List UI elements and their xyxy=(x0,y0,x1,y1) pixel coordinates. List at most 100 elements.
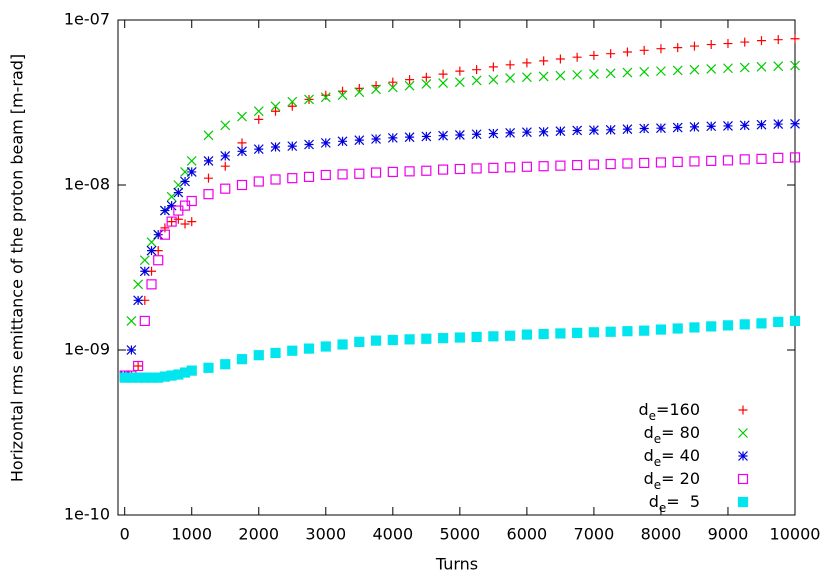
point xyxy=(388,77,398,87)
point xyxy=(488,128,499,139)
point xyxy=(166,191,177,202)
point xyxy=(723,63,733,74)
point xyxy=(488,162,499,173)
point xyxy=(237,146,247,157)
point xyxy=(773,61,784,72)
point xyxy=(404,166,415,177)
point xyxy=(167,217,177,227)
point xyxy=(672,323,683,334)
point xyxy=(203,155,214,166)
legend-label: de= 5 xyxy=(649,492,700,515)
plot-frame xyxy=(117,19,796,516)
x-tick-label: 2000 xyxy=(238,525,279,544)
point xyxy=(133,361,143,371)
point xyxy=(588,69,599,80)
point xyxy=(471,129,482,140)
point xyxy=(166,200,177,211)
point xyxy=(706,40,716,50)
point xyxy=(438,69,448,79)
point xyxy=(706,121,717,132)
point xyxy=(622,158,633,169)
point xyxy=(706,64,717,74)
point xyxy=(505,162,516,173)
point xyxy=(572,52,582,62)
point xyxy=(722,155,734,166)
point xyxy=(253,176,264,187)
point xyxy=(739,319,750,330)
point xyxy=(438,130,449,141)
point xyxy=(270,101,281,112)
point xyxy=(186,195,197,207)
point xyxy=(672,122,683,133)
point xyxy=(589,50,599,60)
point xyxy=(522,58,532,68)
y-tick-label: 1e-07 xyxy=(64,10,110,29)
point xyxy=(180,219,190,229)
point xyxy=(538,71,549,82)
point xyxy=(472,65,482,75)
point xyxy=(159,229,171,240)
point xyxy=(488,74,499,85)
point xyxy=(146,279,157,290)
point xyxy=(404,132,415,143)
point xyxy=(739,120,750,131)
point xyxy=(220,183,231,194)
point xyxy=(437,333,449,344)
point xyxy=(437,164,449,175)
point xyxy=(287,345,298,356)
point xyxy=(471,331,482,343)
point xyxy=(622,124,633,135)
point xyxy=(304,139,314,150)
point xyxy=(271,106,281,116)
y-tick-label: 1e-08 xyxy=(64,175,110,194)
point xyxy=(521,72,532,83)
point xyxy=(337,169,348,180)
point xyxy=(639,325,650,336)
point xyxy=(790,118,800,129)
point xyxy=(555,54,565,64)
point xyxy=(454,77,465,88)
point xyxy=(126,316,137,326)
point xyxy=(572,69,583,80)
point xyxy=(220,161,230,171)
point xyxy=(159,205,170,216)
point xyxy=(588,125,599,136)
point xyxy=(237,138,247,148)
point xyxy=(337,90,348,101)
point xyxy=(605,124,616,135)
x-tick-label: 0 xyxy=(120,525,130,544)
point xyxy=(655,157,667,168)
point xyxy=(689,64,700,75)
point xyxy=(521,127,532,138)
point xyxy=(337,136,348,147)
point xyxy=(139,255,150,266)
point xyxy=(354,135,365,146)
point xyxy=(639,45,649,55)
point xyxy=(672,156,683,168)
point xyxy=(287,96,298,107)
legend-marker xyxy=(738,451,748,461)
point xyxy=(505,330,516,341)
x-tick-label: 5000 xyxy=(439,525,480,544)
point xyxy=(538,161,549,172)
point xyxy=(421,131,432,142)
legend-label: de= 40 xyxy=(644,446,700,469)
point xyxy=(203,189,214,200)
point xyxy=(320,137,331,148)
series xyxy=(119,315,801,383)
point xyxy=(371,84,381,95)
point xyxy=(404,334,415,345)
point xyxy=(304,94,314,105)
point xyxy=(555,70,566,81)
point xyxy=(203,130,214,141)
point xyxy=(387,334,398,346)
point xyxy=(338,86,348,96)
point xyxy=(405,75,415,85)
point xyxy=(656,66,666,77)
point xyxy=(253,144,264,155)
point xyxy=(789,315,801,327)
point xyxy=(723,121,733,131)
point xyxy=(253,350,264,361)
legend-marker xyxy=(737,496,749,508)
x-tick-label: 7000 xyxy=(574,525,615,544)
